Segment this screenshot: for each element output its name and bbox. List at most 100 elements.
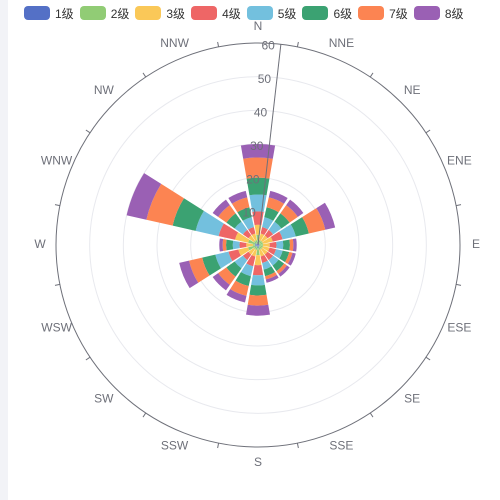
bar-ENE-series-2[interactable]	[259, 242, 263, 245]
bar-NW-series-5[interactable]	[234, 221, 248, 235]
bar-SSE-series-2[interactable]	[258, 246, 261, 250]
bar-WNW-series-5[interactable]	[195, 210, 224, 237]
bar-NNW-series-2[interactable]	[255, 240, 258, 244]
bar-WNW-series-2[interactable]	[248, 239, 256, 245]
legend-item-2[interactable]: 2级	[79, 5, 129, 22]
legend-item-5[interactable]: 5级	[246, 5, 296, 22]
bar-WNW-series-7[interactable]	[146, 183, 184, 226]
bar-NE-series-3[interactable]	[260, 235, 268, 243]
bar-ESE-series-7[interactable]	[285, 252, 293, 264]
bar-S-series-1[interactable]	[257, 245, 259, 249]
bar-S-series-2[interactable]	[256, 248, 260, 256]
bar-SSW-series-2[interactable]	[255, 246, 258, 250]
bar-ESE-series-5[interactable]	[273, 249, 283, 259]
bar-WSW-series-3[interactable]	[238, 247, 250, 256]
bar-NE-series-2[interactable]	[258, 240, 263, 245]
bar-W-series-5[interactable]	[232, 240, 240, 250]
bar-ESE-series-4[interactable]	[267, 247, 277, 255]
bar-SW-series-8[interactable]	[212, 273, 230, 291]
bar-NNW-series-3[interactable]	[251, 233, 257, 241]
bar-WNW-series-6[interactable]	[172, 198, 204, 231]
bar-NNW-series-8[interactable]	[228, 190, 248, 204]
bar-SSW-series-3[interactable]	[251, 249, 257, 257]
bar-S-series-7[interactable]	[247, 294, 269, 306]
bar-SW-series-1[interactable]	[256, 245, 258, 247]
bar-SSW-series-4[interactable]	[246, 254, 256, 267]
bar-NW-series-7[interactable]	[218, 205, 236, 223]
bar-S-series-3[interactable]	[254, 254, 262, 266]
bar-S-series-8[interactable]	[246, 304, 270, 316]
bar-NNE-series-8[interactable]	[268, 190, 288, 204]
bar-SW-series-3[interactable]	[248, 247, 256, 255]
bar-ESE-series-2[interactable]	[259, 245, 263, 248]
bar-SE-series-1[interactable]	[258, 245, 260, 247]
bar-WSW-series-6[interactable]	[202, 254, 221, 276]
bar-S-series-4[interactable]	[252, 264, 264, 276]
bar-ENE-series-3[interactable]	[262, 236, 273, 244]
bar-ESE-series-6[interactable]	[279, 250, 290, 263]
bar-W-series-6[interactable]	[226, 239, 234, 251]
bar-E-series-7[interactable]	[289, 239, 294, 251]
bar-WSW-series-1[interactable]	[254, 245, 258, 247]
bar-ESE-series-1[interactable]	[258, 245, 260, 246]
bar-SW-series-2[interactable]	[253, 245, 258, 250]
bar-W-series-7[interactable]	[222, 239, 227, 251]
bar-NNE-series-7[interactable]	[266, 197, 285, 213]
bar-ENE-series-4[interactable]	[270, 231, 283, 242]
bar-NNW-series-5[interactable]	[242, 217, 254, 230]
bar-SSE-series-3[interactable]	[259, 249, 265, 257]
legend-item-1[interactable]: 1级	[24, 5, 74, 22]
bar-SSW-series-8[interactable]	[226, 289, 247, 303]
bar-W-series-1[interactable]	[256, 244, 258, 246]
bar-WSW-series-5[interactable]	[215, 251, 233, 269]
bar-SSE-series-7[interactable]	[265, 272, 277, 280]
bar-ENE-series-6[interactable]	[290, 217, 309, 237]
bar-WNW-series-1[interactable]	[254, 243, 258, 245]
bar-NNW-series-6[interactable]	[237, 207, 252, 221]
bar-SW-series-7[interactable]	[218, 267, 236, 285]
bar-NNE-series-5[interactable]	[262, 217, 274, 230]
bar-NE-series-5[interactable]	[268, 221, 282, 235]
legend-item-3[interactable]: 3级	[135, 5, 185, 22]
bar-S-series-5[interactable]	[251, 274, 265, 286]
bar-ESE-series-8[interactable]	[287, 252, 296, 266]
bar-SSW-series-5[interactable]	[240, 263, 254, 277]
bar-NE-series-6[interactable]	[274, 213, 290, 229]
bar-NW-series-4[interactable]	[242, 229, 252, 239]
legend-item-7[interactable]: 7级	[358, 5, 408, 22]
bar-NW-series-6[interactable]	[226, 213, 242, 229]
bar-SSW-series-6[interactable]	[235, 272, 251, 287]
bar-SSE-series-6[interactable]	[263, 266, 276, 277]
bar-SE-series-2[interactable]	[258, 245, 263, 250]
legend-item-4[interactable]: 4级	[191, 5, 241, 22]
bar-NE-series-7[interactable]	[280, 205, 298, 223]
bar-SE-series-5[interactable]	[268, 255, 279, 266]
bar-N-series-8[interactable]	[240, 143, 276, 159]
bar-ESE-series-3[interactable]	[262, 246, 270, 252]
bar-SSW-series-1[interactable]	[257, 245, 258, 247]
bar-E-series-8[interactable]	[292, 238, 297, 252]
bar-SE-series-3[interactable]	[260, 247, 268, 255]
bar-SE-series-8[interactable]	[278, 265, 290, 277]
bar-W-series-8[interactable]	[219, 238, 224, 252]
bar-ENE-series-7[interactable]	[302, 208, 326, 234]
bar-NW-series-2[interactable]	[253, 240, 258, 245]
bar-W-series-4[interactable]	[239, 241, 247, 249]
bar-W-series-3[interactable]	[246, 243, 254, 247]
bar-WSW-series-4[interactable]	[228, 249, 241, 262]
bar-NNW-series-4[interactable]	[248, 226, 256, 236]
bar-SSW-series-7[interactable]	[230, 280, 249, 296]
bar-SSE-series-4[interactable]	[260, 254, 268, 264]
bar-SW-series-6[interactable]	[226, 261, 242, 277]
bar-WSW-series-8[interactable]	[179, 260, 199, 289]
bar-SE-series-7[interactable]	[276, 263, 287, 274]
bar-SSE-series-1[interactable]	[258, 245, 259, 247]
bar-ENE-series-8[interactable]	[316, 202, 336, 230]
bar-SW-series-4[interactable]	[242, 251, 252, 261]
legend-item-6[interactable]: 6级	[302, 5, 352, 22]
bar-E-series-2[interactable]	[259, 244, 264, 246]
bar-NE-series-4[interactable]	[264, 229, 274, 239]
legend-item-8[interactable]: 8级	[413, 5, 464, 22]
bar-NNE-series-6[interactable]	[264, 207, 279, 221]
bar-NNE-series-3[interactable]	[259, 233, 265, 241]
